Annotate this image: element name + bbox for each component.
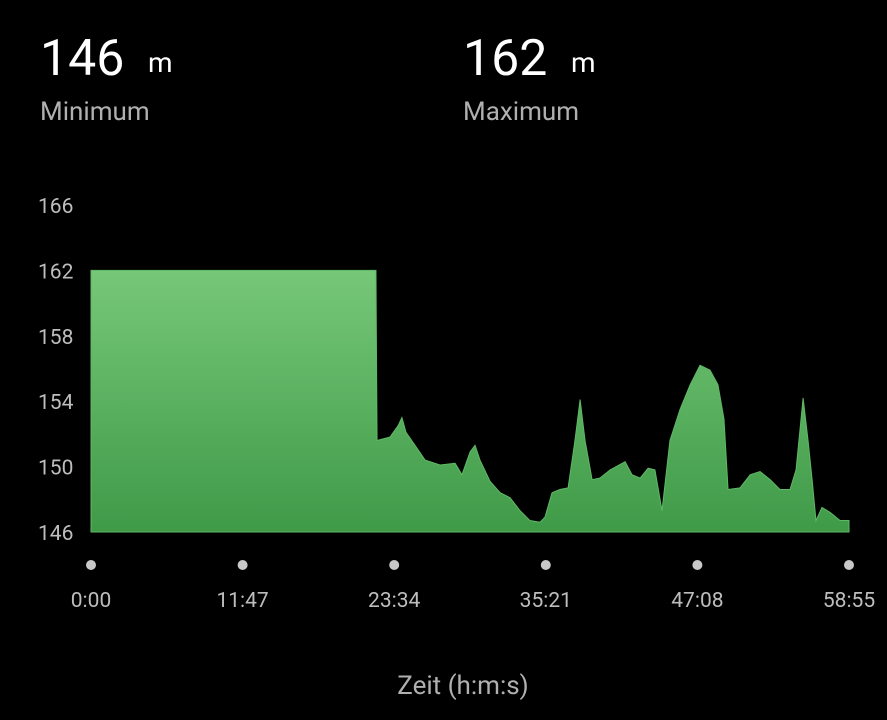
max-unit: m (571, 46, 596, 79)
min-label: Minimum (40, 97, 150, 127)
min-value: 146 (40, 30, 124, 88)
x-tick-dot (86, 560, 96, 570)
x-tick-label: 11:47 (216, 589, 268, 613)
y-tick-label: 162 (38, 260, 74, 284)
x-tick-dot (540, 560, 551, 570)
x-tick-label: 23:34 (368, 589, 420, 613)
y-tick-label: 166 (38, 195, 73, 219)
x-tick-dot (844, 560, 854, 570)
x-tick-label: 0:00 (71, 589, 112, 613)
x-tick-label: 58:55 (823, 589, 875, 613)
max-label: Maximum (463, 97, 579, 127)
max-value: 162 (463, 30, 547, 88)
x-tick-label: 47:08 (671, 589, 723, 613)
x-tick-dot (389, 560, 400, 570)
y-tick-label: 154 (38, 391, 74, 415)
x-tick-dot (237, 560, 248, 570)
area (90, 269, 850, 533)
y-tick-label: 150 (38, 457, 73, 481)
min-unit: m (148, 46, 173, 79)
y-tick-label: 158 (38, 326, 73, 350)
x-tick-dot (692, 560, 703, 570)
x-tick-label: 35:21 (520, 589, 572, 613)
x-axis-title: Zeit (h:m:s) (397, 671, 528, 701)
y-tick-label: 146 (38, 522, 73, 546)
